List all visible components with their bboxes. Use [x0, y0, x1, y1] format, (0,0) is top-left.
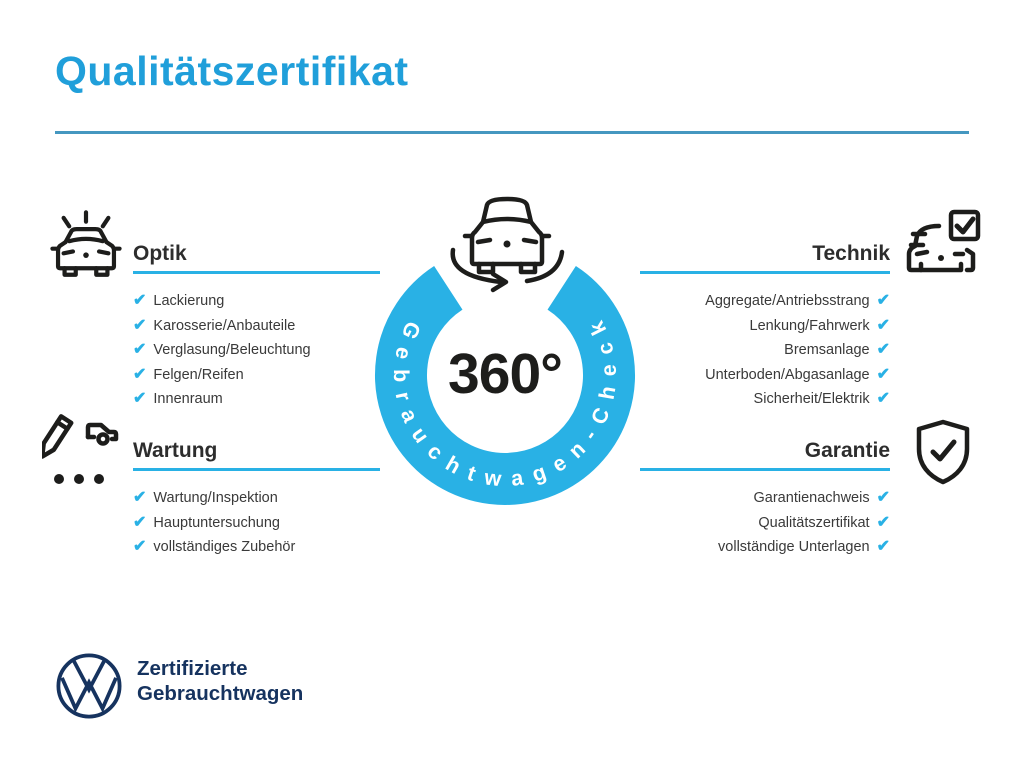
check-icon: ✔	[876, 365, 890, 383]
check-icon: ✔	[133, 489, 147, 507]
checklist-item: ✔ Wartung/Inspektion	[133, 486, 380, 511]
sparkle-car-icon	[45, 203, 127, 285]
checklist-item: ✔ Verglasung/Beleuchtung	[133, 338, 380, 363]
check-icon: ✔	[133, 538, 147, 556]
checklist-item: ✔ Felgen/Reifen	[133, 363, 380, 388]
section-heading: Garantie	[804, 439, 890, 462]
section-technik: Technik Aggregate/Antriebsstrang ✔ Lenkung…	[640, 241, 890, 412]
heading-underline	[640, 271, 890, 274]
title-divider	[55, 131, 969, 134]
checklist-item: Garantienachweis ✔	[640, 486, 890, 511]
checklist-item-label: Sicherheit/Elektrik	[753, 391, 870, 408]
check-icon: ✔	[876, 489, 890, 507]
car-checkbox-icon	[903, 206, 983, 286]
heading-underline	[133, 271, 380, 274]
checklist-item-label: Wartung/Inspektion	[153, 490, 278, 507]
checklist-item: Sicherheit/Elektrik ✔	[640, 387, 890, 412]
checklist-item-label: Lenkung/Fahrwerk	[749, 317, 870, 334]
footer-line1: Zertifizierte	[137, 657, 248, 680]
check-icon: ✔	[133, 292, 147, 310]
service-checklist-icon	[42, 413, 122, 493]
checklist-item: ✔ Lackierung	[133, 289, 380, 314]
checklist-item-label: Lackierung	[153, 293, 225, 310]
checklist-item-label: Bremsanlage	[784, 342, 870, 359]
checklist-item: ✔ Innenraum	[133, 387, 380, 412]
checklist-item-label: Aggregate/Antriebsstrang	[705, 293, 870, 310]
check-icon: ✔	[133, 341, 147, 359]
section-optik: Optik ✔ Lackierung ✔ Karosserie/Anbauteile ✔…	[133, 241, 380, 412]
checklist-item: Aggregate/Antriebsstrang ✔	[640, 289, 890, 314]
checklist-item-label: Verglasung/Beleuchtung	[153, 342, 311, 359]
heading-underline	[133, 468, 380, 471]
checklist-item-label: Hauptuntersuchung	[153, 514, 280, 531]
degree-label: 360°	[448, 342, 563, 406]
checklist-item-label: Felgen/Reifen	[153, 366, 244, 383]
check-icon: ✔	[876, 341, 890, 359]
page-title: Qualitätszertifikat	[55, 48, 409, 94]
footer-line2: Gebrauchtwagen	[137, 681, 304, 705]
checklist: ✔ Lackierung ✔ Karosserie/Anbauteile ✔ Vergla…	[133, 289, 380, 412]
checklist-item: ✔ vollständiges Zubehör	[133, 535, 380, 560]
checklist-item: Bremsanlage ✔	[640, 338, 890, 363]
section-wartung: Wartung ✔ Wartung/Inspektion ✔ Hauptuntersu…	[133, 438, 380, 560]
check-icon: ✔	[876, 292, 890, 310]
check-icon: ✔	[876, 538, 890, 556]
ring-arc	[375, 266, 635, 505]
section-heading: Technik	[812, 242, 890, 265]
checklist-item-label: vollständiges Zubehör	[153, 539, 296, 556]
heading-underline	[640, 468, 890, 471]
checklist-item-label: Garantienachweis	[753, 490, 870, 507]
checklist-item: ✔ Karosserie/Anbauteile	[133, 314, 380, 339]
check-icon: ✔	[876, 390, 890, 408]
checklist-item: Unterboden/Abgasanlage ✔	[640, 363, 890, 388]
checklist: ✔ Wartung/Inspektion ✔ Hauptuntersuchung ✔ vo…	[133, 486, 380, 560]
shield-check-icon	[908, 416, 978, 488]
checklist-item-label: Qualitätszertifikat	[758, 514, 870, 531]
check-icon: ✔	[133, 390, 147, 408]
check-icon: ✔	[876, 513, 890, 531]
ring-badge: Gebrauchtwagen-Check	[365, 235, 645, 520]
checklist-item: Qualitätszertifikat ✔	[640, 511, 890, 536]
check-icon: ✔	[133, 316, 147, 334]
checklist-item: Lenkung/Fahrwerk ✔	[640, 314, 891, 339]
check-icon: ✔	[133, 513, 147, 531]
checklist-item-label: Innenraum	[153, 391, 223, 408]
car-rotate-icon	[437, 190, 577, 302]
checklist-item-label: Unterboden/Abgasanlage	[705, 366, 870, 383]
check-icon: ✔	[876, 316, 890, 334]
checklist: Garantienachweis ✔ Qualitätszertifikat ✔ vol…	[640, 486, 890, 560]
checklist: Aggregate/Antriebsstrang ✔ Lenkung/Fahrwer…	[640, 289, 890, 412]
section-heading: Optik	[133, 242, 187, 265]
checklist-item-label: Karosserie/Anbauteile	[153, 317, 296, 334]
checklist-item: vollständige Unterlagen ✔	[640, 535, 890, 560]
checklist-item-label: vollständige Unterlagen	[718, 539, 870, 556]
check-icon: ✔	[133, 365, 147, 383]
vw-logo-icon	[53, 650, 125, 722]
checklist-item: ✔ Hauptuntersuchung	[133, 511, 380, 536]
section-heading: Wartung	[133, 439, 218, 462]
section-garantie: Garantie Garantienachweis ✔ Qualitätszerti…	[640, 438, 890, 560]
footer-brand-text: Zertifizierte Gebrauchtwagen	[137, 657, 303, 706]
